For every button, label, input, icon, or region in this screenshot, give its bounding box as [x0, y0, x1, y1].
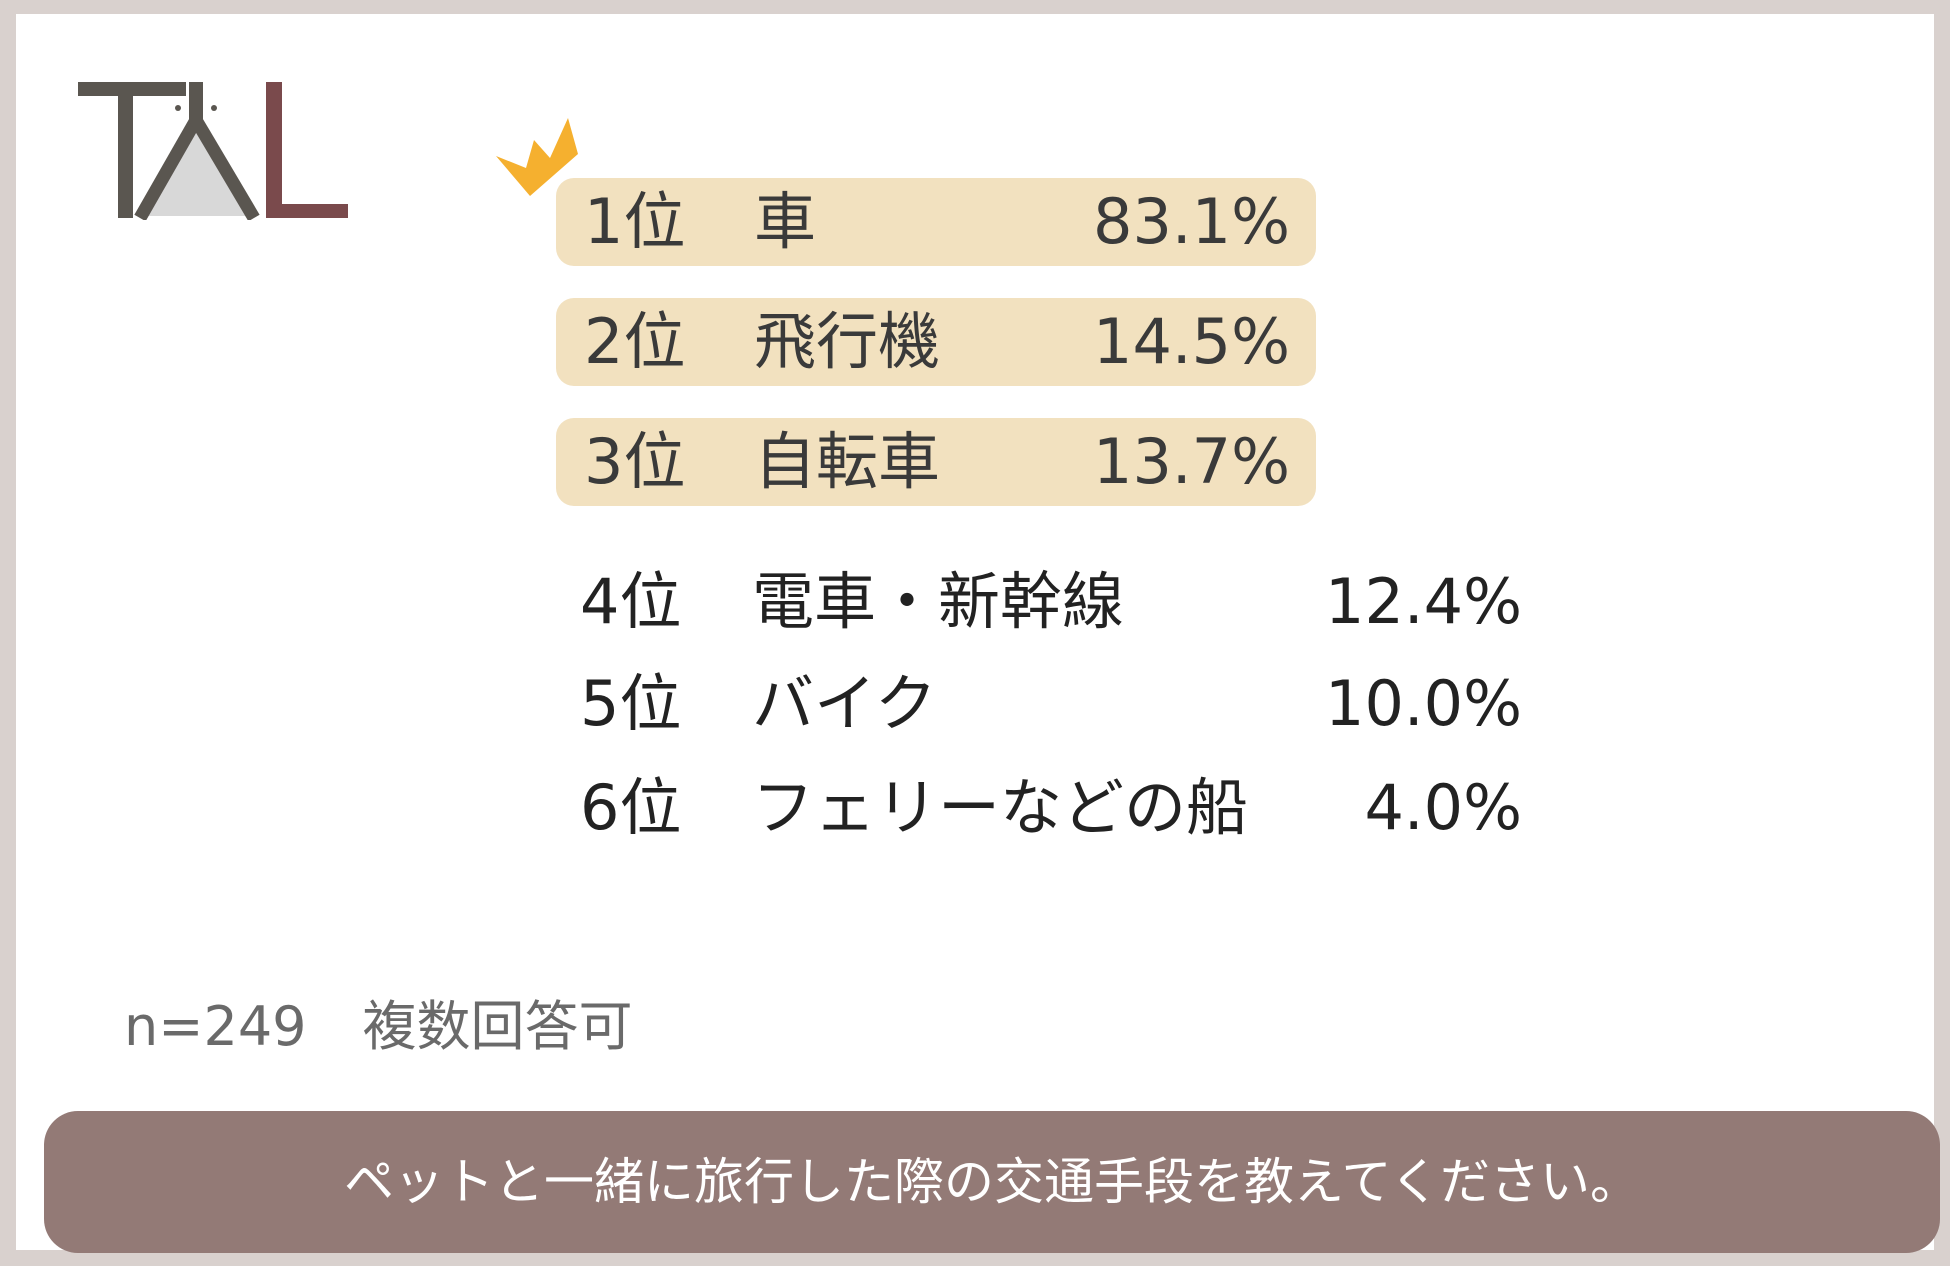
rank-row-4: 4位 電車・新幹線 12.4% [556, 552, 1526, 652]
rank-row-5: 5位 バイク 10.0% [556, 654, 1526, 754]
rank-percent: 4.0% [1364, 771, 1522, 844]
rank-percent: 83.1% [1093, 185, 1290, 258]
logo-eye-right [211, 105, 217, 111]
rank-row-2: 2位 飛行機 14.5% [556, 298, 1316, 386]
rank-percent: 14.5% [1093, 305, 1290, 378]
logo-a-right [190, 116, 260, 220]
sample-note: n=249 複数回答可 [124, 982, 633, 1061]
rank-position: 6位 [580, 771, 682, 844]
rank-name: 飛行機 [754, 305, 941, 378]
survey-card: 1位 車 83.1% 2位 飛行機 14.5% 3位 自転車 13.7% 4位 … [16, 14, 1940, 1253]
sample-size: n=249 [124, 995, 307, 1058]
rank-position: 5位 [580, 667, 682, 740]
question-banner: ペットと一緒に旅行した際の交通手段を教えてください。 [44, 1111, 1940, 1253]
logo-l-stem [266, 82, 282, 218]
rank-position: 4位 [580, 565, 682, 638]
logo-t-stem [118, 82, 133, 218]
logo-a-stem [189, 82, 203, 122]
logo-a-fill [140, 120, 252, 216]
rank-percent: 12.4% [1325, 565, 1522, 638]
rank-row-3: 3位 自転車 13.7% [556, 418, 1316, 506]
rank-name: 電車・新幹線 [752, 565, 1125, 638]
rank-percent: 13.7% [1093, 425, 1290, 498]
rank-name: 自転車 [754, 425, 941, 498]
rank-name: フェリーなどの船 [752, 771, 1249, 844]
brand-logo [78, 82, 348, 220]
rank-row-6: 6位 フェリーなどの船 4.0% [556, 758, 1526, 858]
crown-icon [496, 118, 578, 196]
rank-position: 1位 [584, 185, 686, 258]
rank-name: 車 [754, 185, 817, 258]
logo-a-left [134, 116, 202, 220]
rank-position: 2位 [584, 305, 686, 378]
logo-eye-left [175, 105, 181, 111]
multiple-answer-note: 複数回答可 [362, 995, 633, 1058]
rank-row-1: 1位 車 83.1% [556, 178, 1316, 266]
rank-name: バイク [752, 667, 937, 740]
rank-percent: 10.0% [1325, 667, 1522, 740]
rank-position: 3位 [584, 425, 686, 498]
logo-l-foot [266, 204, 348, 218]
